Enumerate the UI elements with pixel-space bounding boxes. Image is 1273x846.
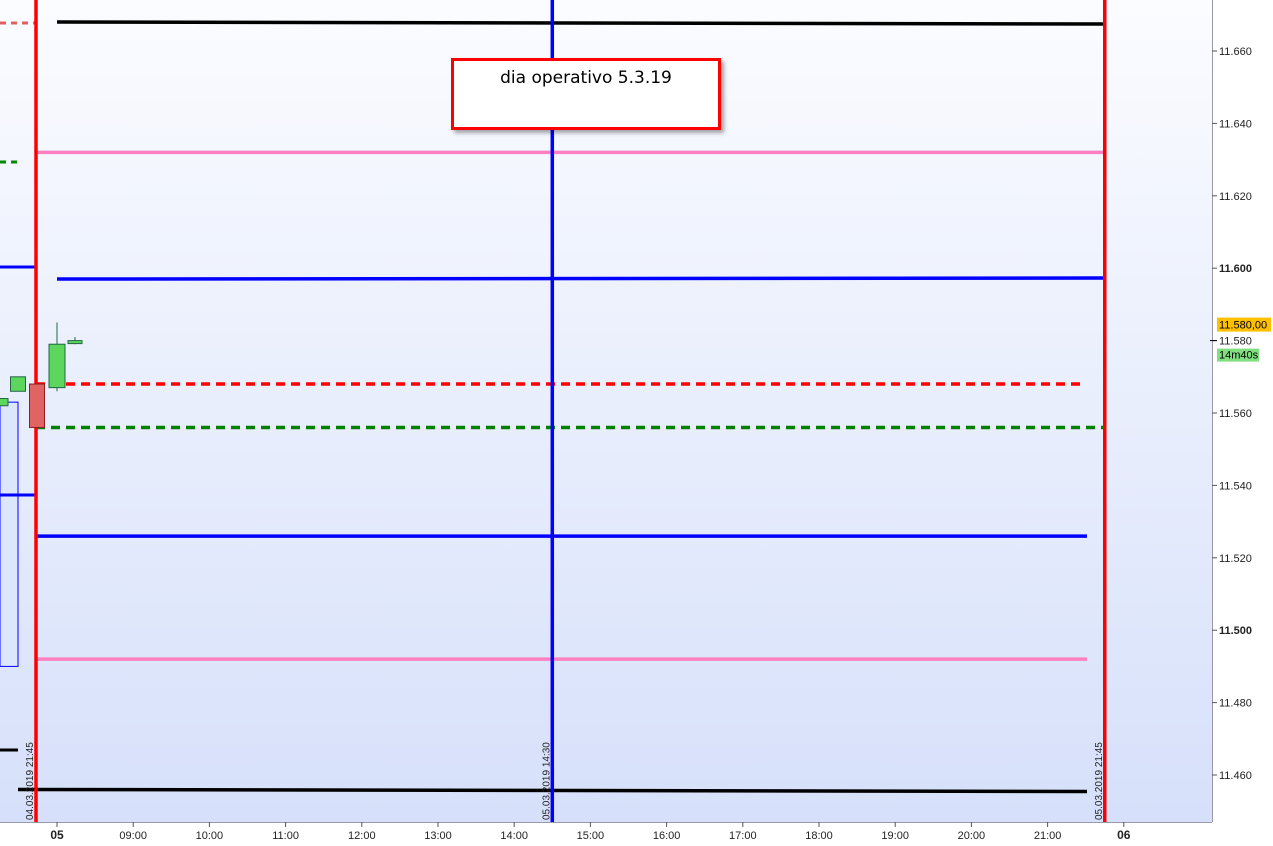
x-tick-label: 09:00: [119, 830, 147, 842]
candle: [48, 343, 66, 389]
candle: [67, 340, 83, 345]
x-tick-label: 06: [1117, 828, 1131, 842]
y-axis-panel: [1213, 0, 1273, 846]
x-tick-label: 19:00: [881, 830, 909, 842]
y-tick-label: 11.600: [1219, 263, 1252, 275]
x-tick-label: 18:00: [805, 830, 833, 842]
x-tick-label: 14:00: [500, 830, 528, 842]
x-tick-label: 10:00: [196, 830, 224, 842]
plot-area: [0, 0, 1212, 822]
x-tick-label: 13:00: [424, 830, 452, 842]
y-tick-label: 11.580: [1219, 336, 1252, 348]
vertical-line-label: 05.03.2019 21:45: [1094, 742, 1105, 820]
current-price-badge: [1217, 317, 1271, 332]
y-tick-label: 11.480: [1219, 698, 1252, 710]
y-tick-label: 11.660: [1219, 46, 1252, 58]
x-tick-label: 20:00: [958, 830, 986, 842]
candle: [0, 398, 9, 407]
y-tick-label: 11.640: [1219, 118, 1252, 130]
x-tick-label: 12:00: [348, 830, 376, 842]
prior-range-box: [0, 401, 19, 667]
candle: [29, 383, 45, 428]
y-tick-label: 11.620: [1219, 191, 1252, 203]
y-tick-label: 11.460: [1219, 770, 1252, 782]
vertical-line-label: 05.03.2019 14:30: [541, 742, 552, 820]
annotation-text: dia operativo 5.3.19: [500, 68, 672, 88]
countdown-badge: [1217, 348, 1259, 362]
candle: [10, 376, 26, 392]
y-tick-label: 11.500: [1219, 625, 1252, 637]
y-tick-label: 11.560: [1219, 408, 1252, 420]
y-tick-label: 11.540: [1219, 480, 1252, 492]
x-tick-label: 21:00: [1034, 830, 1062, 842]
x-tick-label: 17:00: [729, 830, 757, 842]
x-tick-label: 05: [50, 828, 64, 842]
y-tick-label: 11.520: [1219, 553, 1252, 565]
current-price-label: 11.580,00: [1219, 320, 1267, 332]
countdown-label: 14m40s: [1219, 350, 1259, 362]
x-tick-label: 11:00: [272, 830, 299, 842]
level-line: [56, 20, 1106, 26]
level-line: [56, 276, 1106, 281]
vertical-line-label: 04.03.2019 21:45: [25, 742, 36, 820]
x-tick-label: 16:00: [653, 830, 681, 842]
x-tick-label: 15:00: [577, 830, 605, 842]
annotation-box[interactable]: dia operativo 5.3.19: [451, 58, 721, 130]
